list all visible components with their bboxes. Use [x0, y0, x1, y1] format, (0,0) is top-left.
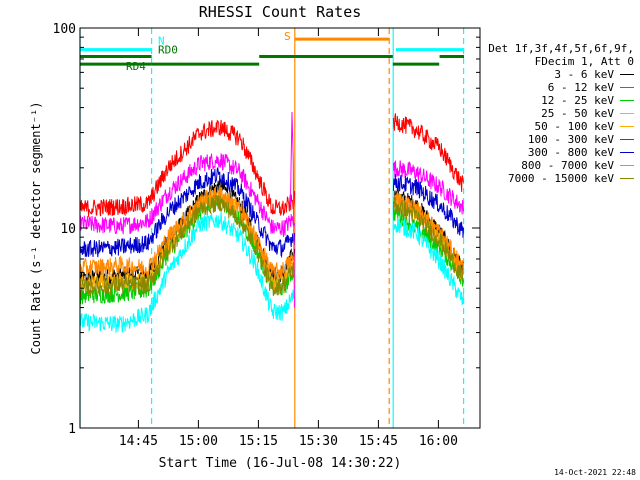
legend-swatch	[620, 152, 634, 153]
timestamp: 14-Oct-2021 22:48	[554, 468, 636, 477]
legend-entry: 3 - 6 keV	[464, 68, 634, 81]
y-tick-label: 10	[60, 222, 76, 237]
legend-rows: 3 - 6 keV 6 - 12 keV 12 - 25 keV 25 - 50 ke…	[464, 68, 634, 185]
flag-label: S	[284, 30, 291, 43]
legend-entry: 100 - 300 keV	[464, 133, 634, 146]
legend-swatch	[620, 165, 634, 166]
y-axis-label: Count Rate (s⁻¹ detector segment⁻¹)	[29, 102, 43, 355]
legend-header-2: FDecim 1, Att 0	[534, 55, 634, 68]
legend-swatch	[620, 74, 634, 75]
axes: 14:45 15:00 15:15 15:30 15:45 16:00 1 10 100	[53, 22, 480, 449]
x-tick-label: 15:45	[359, 434, 398, 449]
legend-entry-label: 6 - 12 keV	[547, 81, 614, 94]
legend-swatch	[620, 126, 634, 127]
x-tick-label: 15:00	[179, 434, 218, 449]
chart-title: RHESSI Count Rates	[199, 3, 362, 21]
legend-swatch	[620, 178, 634, 179]
legend-swatch	[620, 87, 634, 88]
series-line	[392, 113, 464, 192]
legend-entry-label: 7000 - 15000 keV	[508, 172, 614, 185]
series-line	[392, 160, 464, 215]
legend-entry: 25 - 50 keV	[464, 107, 634, 120]
legend-entry-label: 12 - 25 keV	[541, 94, 614, 107]
series-line	[392, 173, 464, 238]
legend-entry-label: 25 - 50 keV	[541, 107, 614, 120]
flag-label: RD4	[126, 60, 146, 73]
legend-swatch	[620, 100, 634, 101]
legend-entry: 6 - 12 keV	[464, 81, 634, 94]
series-spike	[289, 112, 295, 308]
flag-label: N	[158, 35, 165, 48]
series-line	[79, 194, 295, 297]
flag-label: RD0	[158, 44, 178, 57]
legend-entry-label: 3 - 6 keV	[554, 68, 614, 81]
legend-entry: 12 - 25 keV	[464, 94, 634, 107]
x-tick-label: 16:00	[419, 434, 458, 449]
legend-swatch	[620, 113, 634, 114]
series-line	[79, 184, 296, 280]
series-line	[79, 153, 296, 238]
x-tick-label: 15:30	[299, 434, 338, 449]
series-line	[392, 217, 464, 306]
legend-entry: 50 - 100 keV	[464, 120, 634, 133]
legend-entry-label: 50 - 100 keV	[534, 120, 614, 133]
series-line	[79, 166, 296, 259]
legend-entry: 300 - 800 keV	[464, 146, 634, 159]
legend-header-1: Det 1f,3f,4f,5f,6f,9f,	[488, 42, 634, 55]
series-line	[392, 197, 464, 283]
legend-entry-label: 300 - 800 keV	[527, 146, 614, 159]
series-line	[79, 191, 296, 305]
legend: Det 1f,3f,4f,5f,6f,9f, FDecim 1, Att 0 3…	[464, 42, 634, 185]
series-group	[79, 112, 464, 333]
x-tick-label: 15:15	[239, 434, 278, 449]
x-axis-label: Start Time (16-Jul-08 14:30:22)	[159, 456, 402, 471]
legend-swatch	[620, 139, 634, 140]
legend-entry: 800 - 7000 keV	[464, 159, 634, 172]
y-tick-label: 100	[53, 22, 76, 37]
legend-entry-label: 800 - 7000 keV	[521, 159, 614, 172]
y-tick-label: 1	[68, 422, 76, 437]
x-tick-label: 14:45	[119, 434, 158, 449]
legend-entry: 7000 - 15000 keV	[464, 172, 634, 185]
series-line	[79, 211, 296, 333]
series-line	[79, 119, 296, 217]
legend-entry-label: 100 - 300 keV	[527, 133, 614, 146]
